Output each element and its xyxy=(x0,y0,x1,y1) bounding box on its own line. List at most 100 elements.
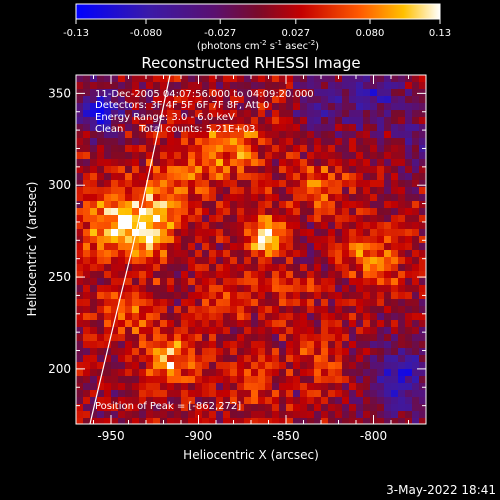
heatmap-cell xyxy=(398,166,406,174)
heatmap-cell xyxy=(76,271,84,279)
heatmap-cell xyxy=(272,145,280,153)
heatmap-cell xyxy=(160,89,168,97)
heatmap-cell xyxy=(76,229,84,237)
heatmap-cell xyxy=(293,187,301,195)
heatmap-cell xyxy=(300,376,308,384)
heatmap-cell xyxy=(139,243,147,251)
heatmap-cell xyxy=(132,96,140,104)
heatmap-cell xyxy=(216,152,224,160)
heatmap-cell xyxy=(223,271,231,279)
heatmap-cell xyxy=(188,299,196,307)
heatmap-cell xyxy=(398,299,406,307)
heatmap-cell xyxy=(398,110,406,118)
heatmap-cell xyxy=(349,229,357,237)
heatmap-cell xyxy=(209,180,217,188)
heatmap-cell xyxy=(265,145,273,153)
heatmap-cell xyxy=(342,292,350,300)
heatmap-cell xyxy=(286,138,294,146)
heatmap-cell xyxy=(412,201,420,209)
heatmap-cell xyxy=(370,166,378,174)
heatmap-cell xyxy=(76,327,84,335)
heatmap-cell xyxy=(251,82,259,90)
heatmap-cell xyxy=(405,96,413,104)
heatmap-cell xyxy=(167,348,175,356)
heatmap-cell xyxy=(419,250,426,258)
heatmap-cell xyxy=(279,75,287,83)
heatmap-cell xyxy=(321,236,329,244)
heatmap-cell xyxy=(300,264,308,272)
heatmap-cell xyxy=(363,257,371,265)
heatmap-cell xyxy=(363,187,371,195)
heatmap-cell xyxy=(405,180,413,188)
heatmap-cell xyxy=(391,334,399,342)
heatmap-cell xyxy=(139,194,147,202)
heatmap-cell xyxy=(328,369,336,377)
heatmap-cell xyxy=(90,173,98,181)
heatmap-cell xyxy=(356,152,364,160)
heatmap-cell xyxy=(377,299,385,307)
heatmap-cell xyxy=(272,159,280,167)
heatmap-cell xyxy=(258,369,266,377)
heatmap-cell xyxy=(146,362,154,370)
heatmap-cell xyxy=(139,355,147,363)
heatmap-cell xyxy=(118,89,126,97)
heatmap-cell xyxy=(76,215,84,223)
heatmap-cell xyxy=(146,229,154,237)
heatmap-cell xyxy=(83,187,91,195)
heatmap-cell xyxy=(90,229,98,237)
heatmap-cell xyxy=(398,397,406,405)
heatmap-cell xyxy=(412,348,420,356)
heatmap-cell xyxy=(90,355,98,363)
heatmap-cell xyxy=(377,334,385,342)
heatmap-cell xyxy=(237,306,245,314)
heatmap-cell xyxy=(251,208,259,216)
heatmap-cell xyxy=(216,355,224,363)
heatmap-cell xyxy=(160,292,168,300)
heatmap-cell xyxy=(83,411,91,419)
heatmap-cell xyxy=(153,327,161,335)
annotation-clean: Clean Total counts: 5.21E+03 xyxy=(95,124,255,135)
heatmap-cell xyxy=(293,292,301,300)
heatmap-cell xyxy=(83,124,91,132)
heatmap-cell xyxy=(244,96,252,104)
heatmap-cell xyxy=(83,145,91,153)
heatmap-cell xyxy=(258,110,266,118)
heatmap-cell xyxy=(90,152,98,160)
heatmap-cell xyxy=(286,313,294,321)
heatmap-cell xyxy=(90,341,98,349)
heatmap-cell xyxy=(328,320,336,328)
heatmap-cell xyxy=(244,411,252,419)
heatmap-cell xyxy=(160,376,168,384)
heatmap-cell xyxy=(132,383,140,391)
heatmap-cell xyxy=(132,390,140,398)
heatmap-cell xyxy=(237,194,245,202)
heatmap-cell xyxy=(342,334,350,342)
heatmap-cell xyxy=(251,131,259,139)
heatmap-cell xyxy=(258,243,266,251)
heatmap-cell xyxy=(286,404,294,412)
heatmap-cell xyxy=(279,299,287,307)
heatmap-cell xyxy=(97,327,105,335)
heatmap-cell xyxy=(174,313,182,321)
heatmap-cell xyxy=(377,376,385,384)
heatmap-cell xyxy=(300,397,308,405)
heatmap-cell xyxy=(188,292,196,300)
heatmap-cell xyxy=(335,194,343,202)
heatmap-cell xyxy=(237,117,245,125)
heatmap-cell xyxy=(237,383,245,391)
heatmap-cell xyxy=(286,376,294,384)
heatmap-cell xyxy=(265,285,273,293)
heatmap-cell xyxy=(300,117,308,125)
heatmap-cell xyxy=(321,173,329,181)
heatmap-cell xyxy=(384,327,392,335)
heatmap-cell xyxy=(251,383,259,391)
heatmap-cell xyxy=(181,376,189,384)
heatmap-cell xyxy=(370,341,378,349)
heatmap-cell xyxy=(405,243,413,251)
heatmap-cell xyxy=(244,173,252,181)
heatmap-cell xyxy=(293,229,301,237)
heatmap-cell xyxy=(244,194,252,202)
heatmap-cell xyxy=(384,383,392,391)
heatmap-cell xyxy=(405,229,413,237)
heatmap-cell xyxy=(188,159,196,167)
